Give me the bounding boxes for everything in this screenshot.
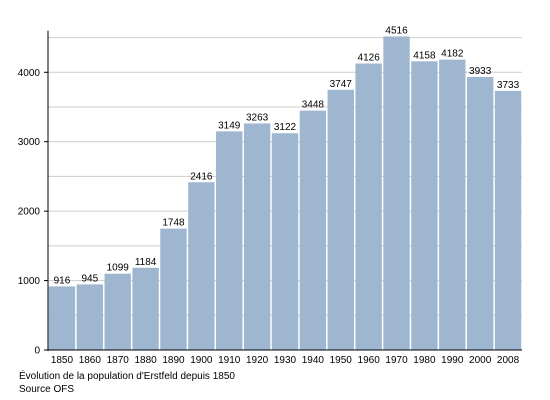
- data-label: 4182: [441, 49, 464, 60]
- y-tick-label: 0: [34, 346, 40, 357]
- bar: [104, 273, 131, 350]
- bar: [439, 59, 466, 351]
- x-tick-label: 1940: [302, 355, 325, 366]
- data-label: 4516: [385, 25, 408, 36]
- x-tick-label: 1990: [441, 355, 464, 366]
- bar: [466, 76, 494, 350]
- x-tick-label: 1950: [330, 355, 353, 366]
- x-tick-label: 2000: [469, 355, 492, 366]
- data-label: 945: [81, 273, 98, 284]
- data-label: 3448: [302, 100, 325, 111]
- x-tick-label: 1980: [413, 355, 436, 366]
- x-tick-label: 1910: [218, 355, 241, 366]
- x-tick-label: 1870: [107, 355, 130, 366]
- y-tick-label: 4000: [18, 68, 41, 79]
- x-tick-label: 1900: [190, 355, 213, 366]
- x-tick-label: 2008: [497, 355, 520, 366]
- bar: [355, 63, 382, 350]
- bar: [299, 110, 327, 350]
- data-label: 3747: [330, 79, 353, 90]
- x-tick-label: 1960: [358, 355, 381, 366]
- bar: [132, 267, 159, 350]
- bar: [271, 133, 299, 350]
- bar: [48, 286, 76, 350]
- x-tick-label: 1920: [246, 355, 269, 366]
- x-tick-label: 1930: [274, 355, 297, 366]
- data-label: 3122: [274, 122, 297, 133]
- bar: [243, 123, 271, 350]
- x-tick-label: 1970: [385, 355, 408, 366]
- bar: [383, 36, 410, 350]
- y-tick-label: 2000: [18, 207, 41, 218]
- x-tick-label: 1850: [51, 355, 74, 366]
- data-label: 916: [54, 275, 71, 286]
- data-label: 3149: [218, 120, 241, 131]
- bar: [494, 90, 522, 350]
- bar: [411, 61, 438, 350]
- bar: [160, 228, 187, 350]
- data-label: 3733: [497, 80, 520, 91]
- data-label: 1184: [135, 257, 157, 268]
- data-label: 3263: [246, 112, 269, 123]
- bar: [76, 284, 104, 350]
- bar: [216, 131, 243, 350]
- data-label: 4126: [358, 53, 381, 64]
- x-tick-label: 1890: [162, 355, 185, 366]
- chart-source: Source OFS: [19, 384, 75, 395]
- chart-caption: Évolution de la population d'Erstfeld de…: [19, 371, 235, 382]
- y-tick-label: 1000: [18, 276, 41, 287]
- bar: [188, 182, 215, 350]
- data-label: 1099: [107, 263, 130, 274]
- data-label: 2416: [190, 171, 213, 182]
- data-label: 4158: [413, 50, 436, 61]
- y-tick-label: 3000: [18, 137, 41, 148]
- x-tick-label: 1860: [79, 355, 102, 366]
- bar: [327, 89, 354, 350]
- population-bar-chart: 0 1000 2000 3000 4000 1850 1860 1870 1880 1890 190…: [18, 25, 522, 366]
- data-label: 3933: [469, 66, 492, 77]
- data-label: 1748: [162, 218, 185, 229]
- x-tick-label: 1880: [134, 355, 157, 366]
